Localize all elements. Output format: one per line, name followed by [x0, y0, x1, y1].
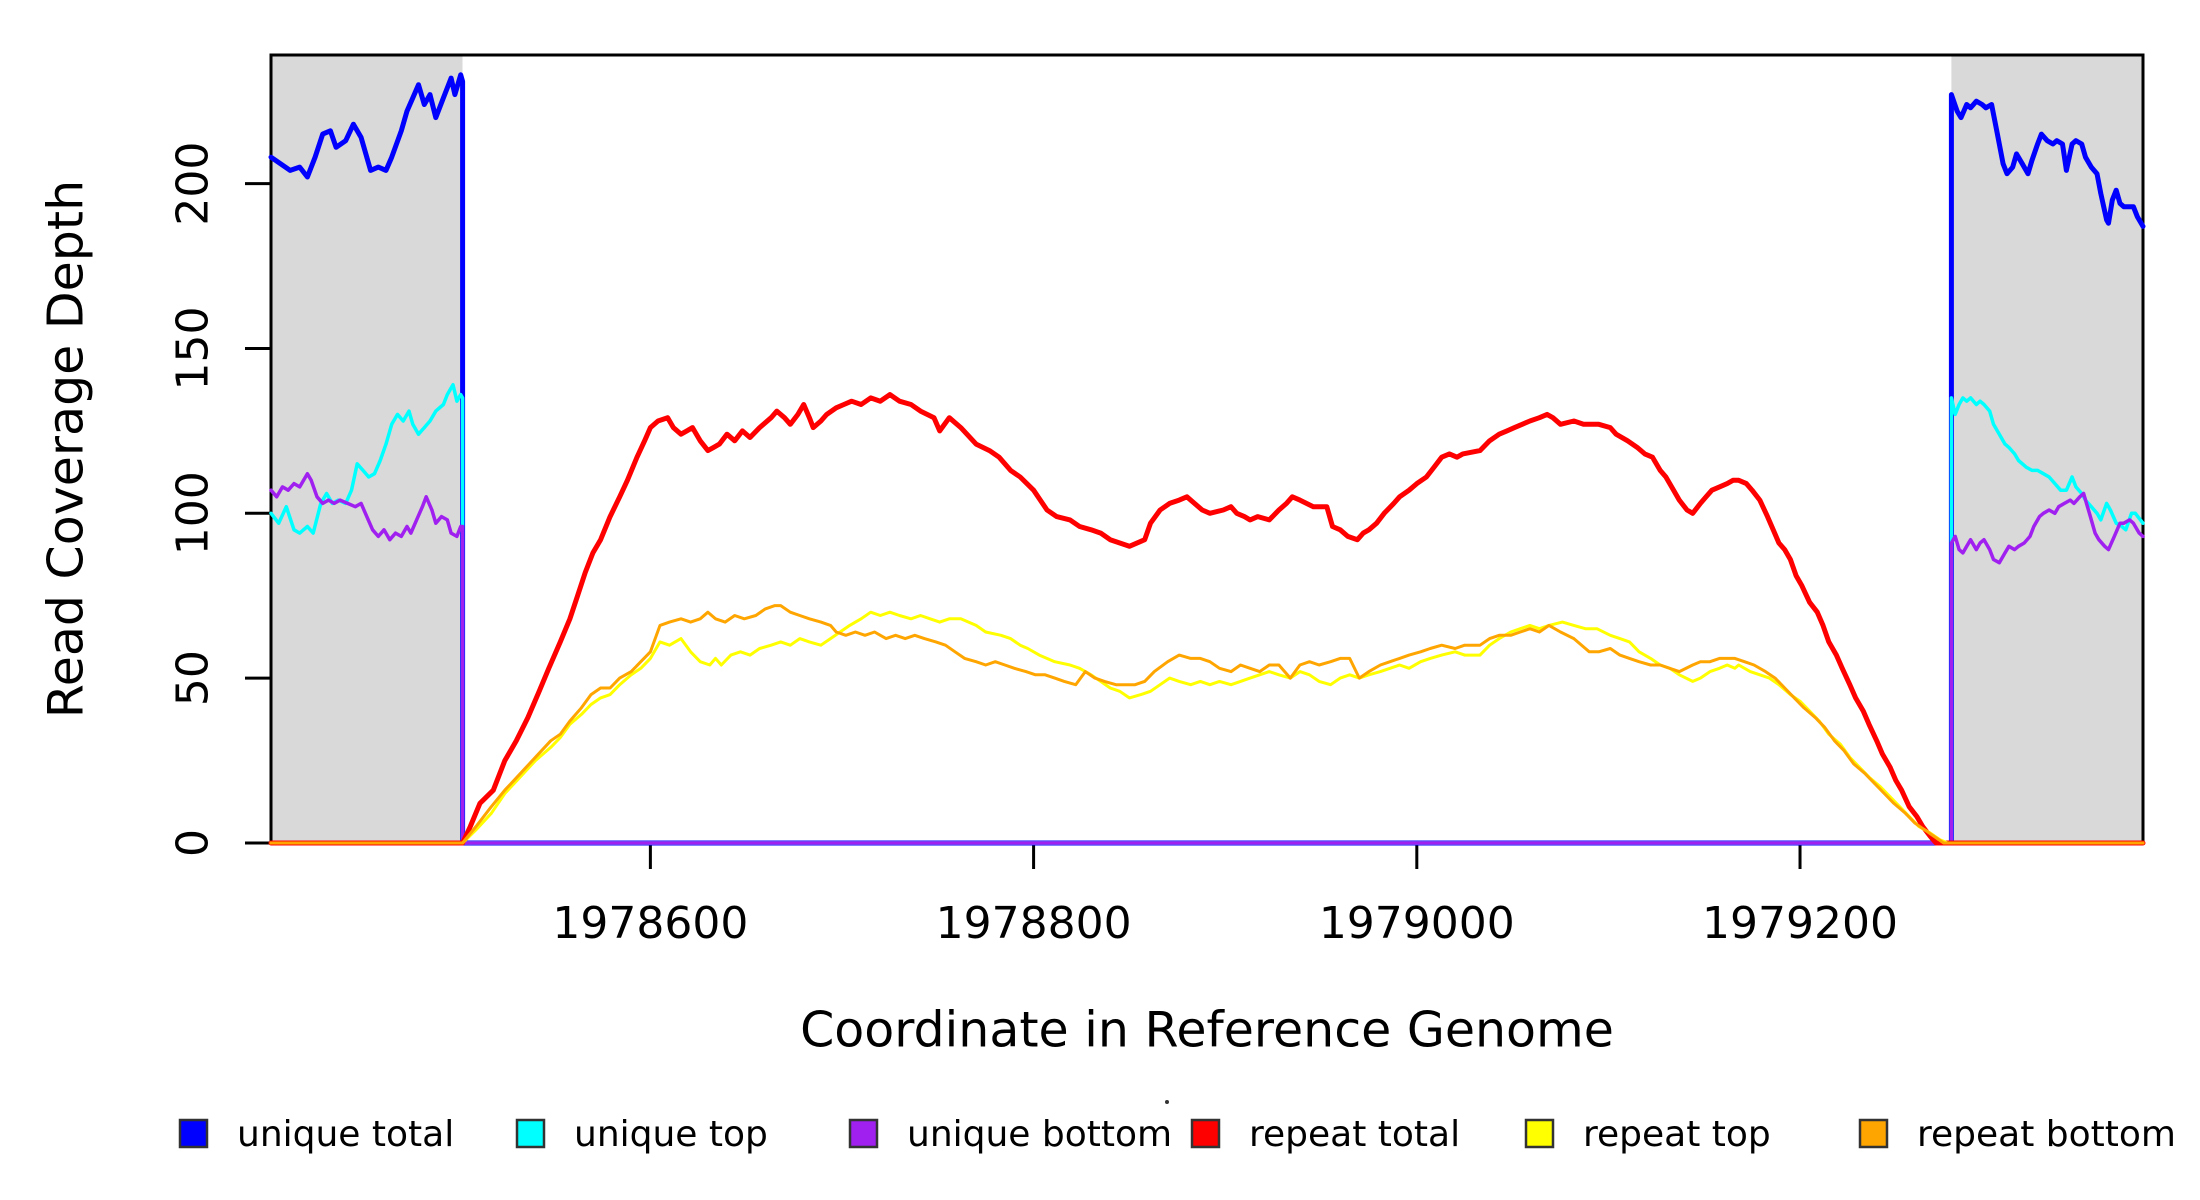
series-repeat-total [268, 392, 2146, 846]
y-tick-label: 100 [168, 471, 219, 555]
y-tick-label: 200 [168, 142, 219, 226]
x-axis-title: Coordinate in Reference Genome [800, 1002, 1614, 1059]
legend-swatch-unique-total [178, 1118, 209, 1149]
legend-label-unique-top: unique top [574, 1114, 768, 1155]
y-axis-title: Read Coverage Depth [38, 180, 95, 718]
series-unique-bottom [269, 471, 2145, 845]
series-repeat-top [269, 610, 2145, 845]
legend-label-repeat-total: repeat total [1249, 1114, 1460, 1155]
legend-swatch-unique-bottom [848, 1118, 879, 1149]
repeat-region-center [462, 55, 1952, 843]
series-unique-top [269, 382, 2145, 845]
unique-region-left [271, 55, 463, 843]
series-repeat-bottom [269, 604, 2145, 845]
x-tick-label: 1978800 [936, 898, 1132, 949]
legend-label-unique-bottom: unique bottom [907, 1114, 1172, 1155]
stray-dot-mark [1165, 1100, 1169, 1104]
legend-swatch-repeat-bottom [1858, 1118, 1889, 1149]
legend-swatch-unique-top [515, 1118, 546, 1149]
background-regions-layer [271, 55, 2143, 843]
y-tick-label: 0 [168, 829, 219, 857]
unique-region-right [1951, 55, 2143, 843]
legend-swatch-repeat-top [1524, 1118, 1555, 1149]
legend: unique total unique top unique bottom repea… [178, 1114, 2176, 1155]
x-tick-label: 1979200 [1702, 898, 1898, 949]
y-tick-label: 50 [168, 650, 219, 706]
legend-swatch-repeat-total [1190, 1118, 1221, 1149]
axes-layer: 1978600 1978800 1979000 1979200 0 50 100 150 200 [168, 53, 2145, 949]
y-tick-label: 150 [168, 306, 219, 390]
legend-label-repeat-bottom: repeat bottom [1917, 1114, 2176, 1155]
legend-label-repeat-top: repeat top [1583, 1114, 1771, 1155]
x-tick-label: 1979000 [1319, 898, 1515, 949]
legend-label-unique-total: unique total [237, 1114, 454, 1155]
series-unique-total [268, 72, 2146, 846]
series-layer [268, 72, 2146, 846]
x-tick-label: 1978600 [552, 898, 748, 949]
